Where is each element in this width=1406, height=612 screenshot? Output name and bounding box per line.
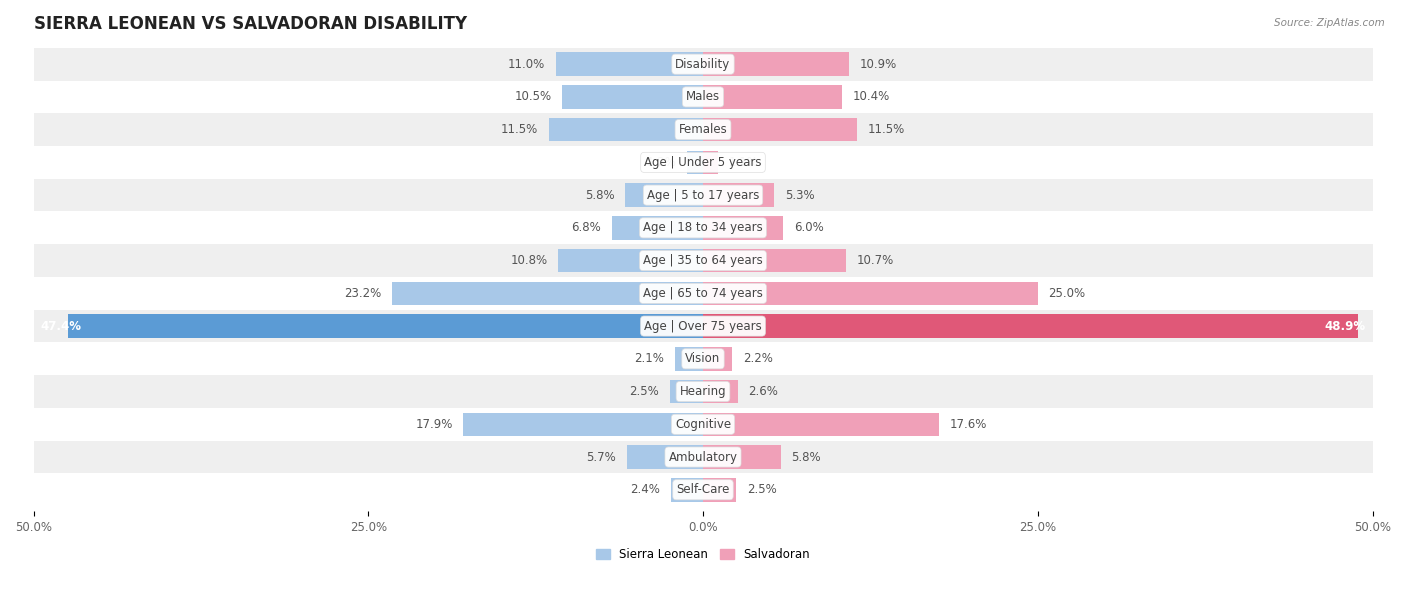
- Bar: [34, 48, 1372, 81]
- Bar: [703, 380, 738, 403]
- Text: 25.0%: 25.0%: [1049, 287, 1085, 300]
- Bar: [69, 315, 703, 338]
- Legend: Sierra Leonean, Salvadoran: Sierra Leonean, Salvadoran: [591, 543, 815, 566]
- Bar: [34, 343, 1372, 375]
- Text: 23.2%: 23.2%: [344, 287, 381, 300]
- Text: Self-Care: Self-Care: [676, 483, 730, 496]
- Bar: [626, 184, 703, 207]
- Text: Females: Females: [679, 123, 727, 136]
- Text: 10.4%: 10.4%: [853, 91, 890, 103]
- Text: 1.2%: 1.2%: [647, 156, 676, 169]
- Bar: [555, 53, 703, 76]
- Bar: [34, 146, 1372, 179]
- Bar: [548, 118, 703, 141]
- Text: Disability: Disability: [675, 58, 731, 70]
- Text: Males: Males: [686, 91, 720, 103]
- Text: 2.4%: 2.4%: [630, 483, 661, 496]
- Text: 2.6%: 2.6%: [748, 385, 779, 398]
- Bar: [703, 478, 737, 502]
- Text: Ambulatory: Ambulatory: [668, 450, 738, 463]
- Text: 5.8%: 5.8%: [792, 450, 821, 463]
- Bar: [34, 277, 1372, 310]
- Text: Age | Over 75 years: Age | Over 75 years: [644, 319, 762, 332]
- Text: 6.8%: 6.8%: [571, 222, 602, 234]
- Text: 11.0%: 11.0%: [508, 58, 546, 70]
- Bar: [558, 249, 703, 272]
- Bar: [703, 184, 773, 207]
- Bar: [34, 408, 1372, 441]
- Bar: [703, 249, 846, 272]
- Text: 5.3%: 5.3%: [785, 188, 814, 201]
- Bar: [669, 380, 703, 403]
- Bar: [464, 412, 703, 436]
- Bar: [34, 474, 1372, 506]
- Bar: [675, 347, 703, 371]
- Bar: [703, 315, 1358, 338]
- Text: Age | 5 to 17 years: Age | 5 to 17 years: [647, 188, 759, 201]
- Bar: [34, 441, 1372, 474]
- Text: 2.5%: 2.5%: [747, 483, 778, 496]
- Text: Cognitive: Cognitive: [675, 418, 731, 431]
- Bar: [627, 446, 703, 469]
- Bar: [34, 310, 1372, 343]
- Bar: [703, 347, 733, 371]
- Bar: [34, 212, 1372, 244]
- Bar: [612, 216, 703, 240]
- Bar: [688, 151, 703, 174]
- Bar: [703, 412, 939, 436]
- Text: 2.5%: 2.5%: [628, 385, 659, 398]
- Text: Source: ZipAtlas.com: Source: ZipAtlas.com: [1274, 18, 1385, 28]
- Text: 48.9%: 48.9%: [1324, 319, 1365, 332]
- Bar: [392, 282, 703, 305]
- Bar: [703, 216, 783, 240]
- Text: 10.9%: 10.9%: [859, 58, 897, 70]
- Text: 5.8%: 5.8%: [585, 188, 614, 201]
- Bar: [703, 118, 858, 141]
- Bar: [34, 113, 1372, 146]
- Text: 11.5%: 11.5%: [868, 123, 905, 136]
- Text: Age | 65 to 74 years: Age | 65 to 74 years: [643, 287, 763, 300]
- Text: Hearing: Hearing: [679, 385, 727, 398]
- Bar: [34, 244, 1372, 277]
- Text: 6.0%: 6.0%: [794, 222, 824, 234]
- Text: 10.5%: 10.5%: [515, 91, 551, 103]
- Text: Vision: Vision: [685, 353, 721, 365]
- Text: 10.7%: 10.7%: [858, 254, 894, 267]
- Bar: [34, 81, 1372, 113]
- Text: Age | 35 to 64 years: Age | 35 to 64 years: [643, 254, 763, 267]
- Text: 5.7%: 5.7%: [586, 450, 616, 463]
- Text: 1.1%: 1.1%: [728, 156, 758, 169]
- Bar: [671, 478, 703, 502]
- Text: Age | 18 to 34 years: Age | 18 to 34 years: [643, 222, 763, 234]
- Text: 10.8%: 10.8%: [510, 254, 548, 267]
- Bar: [703, 446, 780, 469]
- Bar: [562, 85, 703, 109]
- Bar: [34, 179, 1372, 212]
- Bar: [703, 151, 717, 174]
- Text: Age | Under 5 years: Age | Under 5 years: [644, 156, 762, 169]
- Text: 2.2%: 2.2%: [744, 353, 773, 365]
- Text: 17.9%: 17.9%: [415, 418, 453, 431]
- Bar: [34, 375, 1372, 408]
- Text: 11.5%: 11.5%: [501, 123, 538, 136]
- Bar: [703, 282, 1038, 305]
- Text: 47.4%: 47.4%: [41, 319, 82, 332]
- Bar: [703, 85, 842, 109]
- Text: SIERRA LEONEAN VS SALVADORAN DISABILITY: SIERRA LEONEAN VS SALVADORAN DISABILITY: [34, 15, 467, 33]
- Bar: [703, 53, 849, 76]
- Text: 2.1%: 2.1%: [634, 353, 664, 365]
- Text: 17.6%: 17.6%: [949, 418, 987, 431]
